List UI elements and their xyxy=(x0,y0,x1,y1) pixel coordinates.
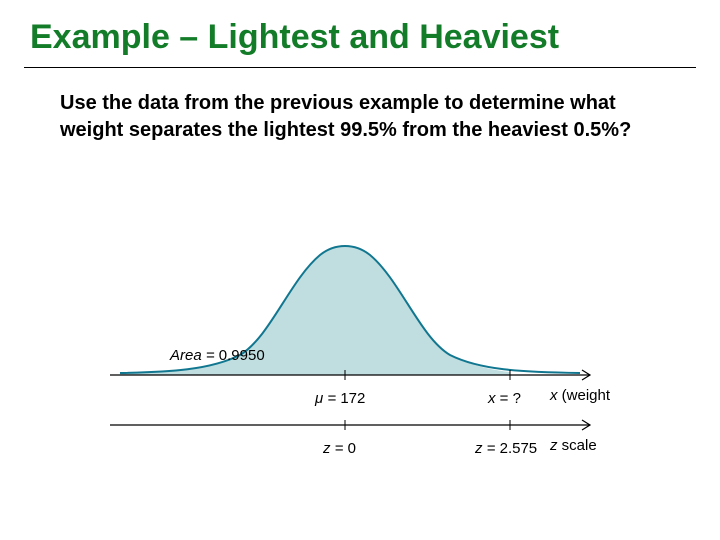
mu-label: μ = 172 xyxy=(314,390,365,407)
normal-distribution-figure: Area = 0.9950 x (weight) z scale μ = 172… xyxy=(110,225,610,505)
z-zero-label: z = 0 xyxy=(322,440,356,457)
area-label: Area = 0.9950 xyxy=(169,347,265,364)
z-axis-label: z scale xyxy=(549,437,597,454)
slide: Example – Lightest and Heaviest Use the … xyxy=(0,0,720,540)
curve-svg: Area = 0.9950 x (weight) z scale μ = 172… xyxy=(110,225,610,505)
page-title: Example – Lightest and Heaviest xyxy=(0,0,720,63)
z-critical-label: z = 2.575 xyxy=(474,440,537,457)
x-question-label: x = ? xyxy=(487,390,521,407)
question-prompt: Use the data from the previous example t… xyxy=(0,68,720,144)
x-axis-label: x (weight) xyxy=(549,387,610,404)
